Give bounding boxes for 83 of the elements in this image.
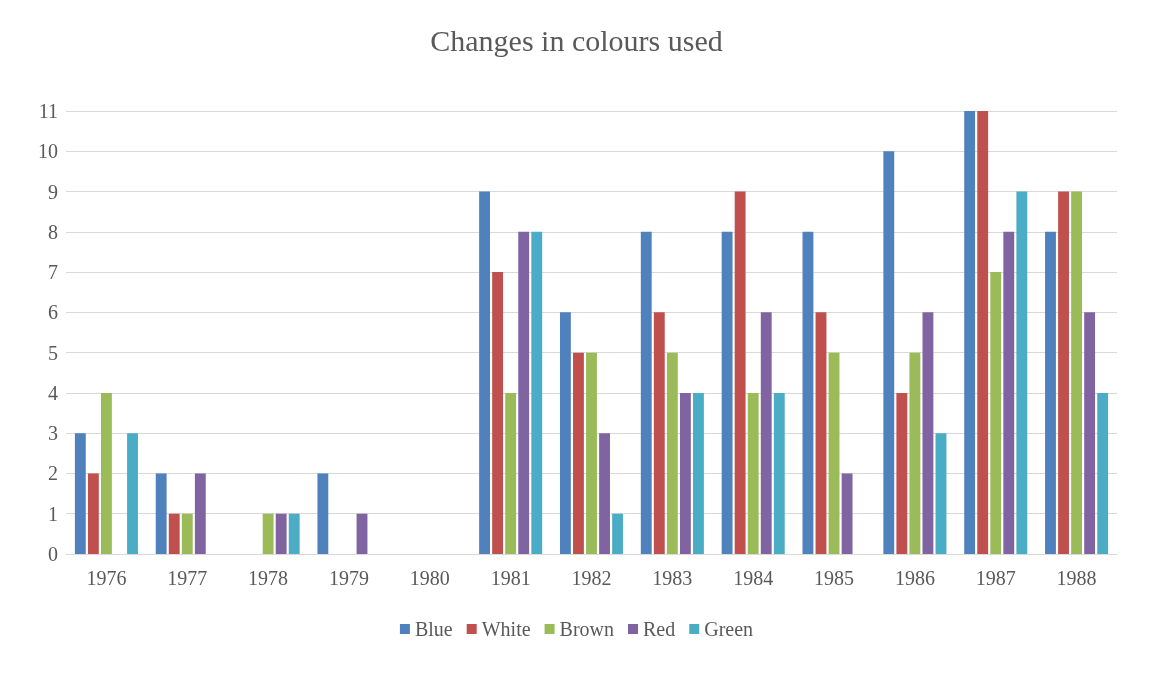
bar [802,231,814,554]
bar [828,352,840,554]
bar [492,272,504,554]
x-tick-label: 1985 [814,567,855,589]
bar [194,473,206,554]
bar [1003,231,1015,554]
bar [531,231,543,554]
chart-title: Changes in colours used [430,23,723,57]
bar [747,392,759,554]
bar [1084,312,1096,554]
bar [679,392,691,554]
bar [612,513,624,554]
bar [87,473,99,554]
bar [653,312,665,554]
bar [127,433,138,554]
bar [288,513,300,554]
bar [479,191,490,554]
bar [573,352,584,554]
y-tick-label: 4 [48,381,58,404]
bar [559,312,571,554]
bar [964,111,976,554]
bar [666,352,678,554]
x-tick-label: 1976 [86,567,127,589]
bar [841,473,853,554]
y-tick-label: 9 [48,180,58,203]
bar [599,433,610,554]
bar [155,473,167,554]
legend-label: Green [704,618,754,640]
y-tick-label: 7 [48,261,58,284]
x-tick-label: 1977 [167,567,208,589]
bar [977,111,989,554]
bar [721,231,733,554]
bar [262,513,274,554]
bar [317,473,329,554]
x-tick-label: 1982 [571,567,612,589]
bar [909,352,921,554]
bar [773,392,785,554]
legend-label: Blue [414,618,453,640]
x-tick-label: 1981 [490,567,531,589]
y-tick-label: 2 [48,462,58,485]
bar [74,433,86,554]
bar [168,513,180,554]
bar [883,151,895,554]
bar [922,312,934,554]
y-tick-label: 0 [48,543,58,565]
bar [1045,231,1056,554]
y-tick-label: 11 [38,100,58,122]
bar [505,392,517,554]
bar [586,352,597,554]
bar [1016,191,1028,554]
y-tick-label: 6 [48,301,58,324]
bar [275,513,287,554]
x-tick-label: 1979 [328,567,369,589]
y-tick-label: 5 [48,341,58,364]
bar [1097,392,1109,554]
bar [640,231,652,554]
bar [760,312,772,554]
y-tick-label: 8 [48,220,58,243]
x-tick-label: 1987 [975,567,1016,589]
x-tick-label: 1980 [409,567,450,589]
x-tick-label: 1983 [652,567,693,589]
bar [1071,191,1083,554]
bar [1058,191,1069,554]
y-tick-label: 1 [48,502,58,525]
bar [734,191,746,554]
x-tick-label: 1988 [1056,567,1097,589]
y-tick-label: 10 [38,140,58,163]
x-tick-label: 1978 [248,567,289,589]
bar [815,312,827,554]
bar [100,392,112,554]
legend-label: Red [643,618,676,640]
y-tick-label: 3 [48,422,58,445]
bar [356,513,368,554]
bar [181,513,193,554]
legend-label: Brown [559,618,615,640]
bar [990,272,1002,554]
x-tick-label: 1986 [894,567,935,589]
bar [935,433,947,554]
bar [518,231,530,554]
x-tick-label: 1984 [733,567,774,589]
legend-label: White [481,618,531,640]
bar [693,392,704,554]
bar [896,392,908,554]
